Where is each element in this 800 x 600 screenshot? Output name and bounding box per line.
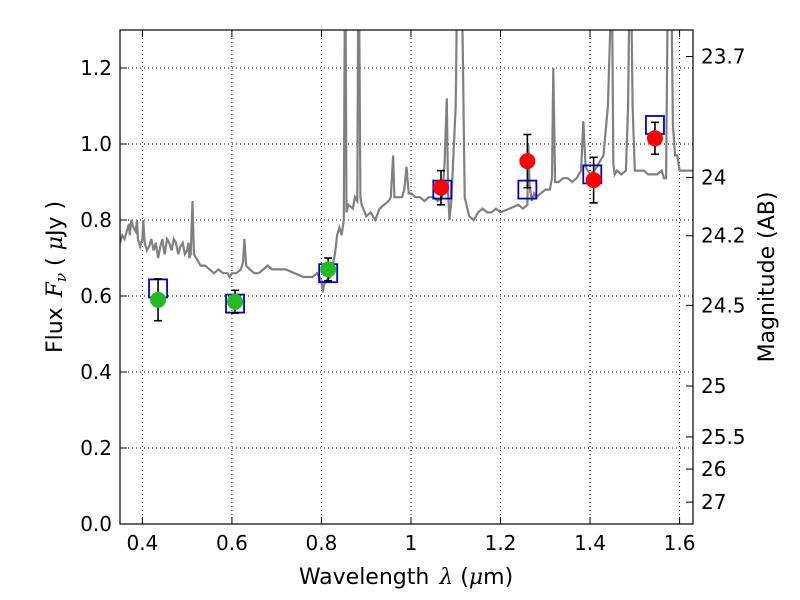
observed-photometry-point — [646, 130, 663, 147]
y-tick-label: 0.2 — [80, 436, 112, 460]
y2-tick-label: 24.2 — [701, 224, 746, 248]
y-axis-label: Flux Fν ( μJy ) — [43, 201, 70, 353]
y-tick-label: 0.4 — [80, 360, 112, 384]
observed-photometry-point — [432, 179, 449, 196]
plot-background — [120, 30, 693, 524]
y-axis-label-text: Flux — [43, 307, 68, 353]
x-axis-label: Wavelength λ (μm) — [299, 565, 513, 590]
plot-area — [120, 30, 693, 322]
observed-photometry-point — [227, 293, 244, 310]
y2-tick-label: 24.5 — [701, 293, 746, 317]
x-tick-label: 1.2 — [485, 531, 517, 555]
y-axis-label-unit-close: Jy ) — [43, 201, 68, 238]
x-axis-label-text: Wavelength — [299, 565, 430, 590]
x-axis-label-unit-mu: μ — [469, 565, 483, 590]
y2-axis-label: Magnitude (AB) — [755, 192, 780, 363]
y2-tick-label: 23.7 — [701, 45, 746, 69]
y-tick-label: 0.0 — [80, 512, 112, 536]
y2-tick-label: 24 — [701, 165, 726, 189]
x-tick-label: 1.4 — [574, 531, 606, 555]
x-axis-label-unit-open: ( — [453, 565, 469, 590]
y-axis: 0.0 0.2 0.4 0.6 0.8 1.0 1.2 — [80, 56, 127, 536]
y-tick-label: 1.2 — [80, 56, 112, 80]
markers — [148, 115, 665, 322]
y-axis-label-symbol: F — [43, 281, 68, 298]
observed-photometry-point — [519, 153, 536, 170]
x-axis: 0.4 0.6 0.8 1 1.2 1.4 1.6 — [126, 30, 695, 555]
model-sed-line — [120, 30, 693, 293]
y2-tick-label: 25.5 — [701, 425, 746, 449]
observed-photometry-point — [585, 172, 602, 189]
y2-tick-label: 26 — [701, 457, 726, 481]
y-tick-label: 1.0 — [80, 132, 112, 156]
x-axis-label-unit-close: m) — [483, 565, 513, 590]
observed-photometry-point — [150, 291, 167, 308]
x-tick-label: 1.6 — [664, 531, 696, 555]
y-axis-label-unit-mu: μ — [43, 236, 68, 250]
y-tick-label: 0.6 — [80, 284, 112, 308]
y2-tick-label: 25 — [701, 374, 726, 398]
y-tick-label: 0.8 — [80, 208, 112, 232]
observed-photometry-point — [320, 261, 337, 278]
y-axis-label-subscript: ν — [52, 273, 70, 282]
x-tick-label: 1 — [405, 531, 418, 555]
x-tick-label: 0.4 — [126, 531, 158, 555]
x-tick-label: 0.6 — [216, 531, 248, 555]
x-axis-label-symbol: λ — [438, 565, 453, 590]
y2-axis: 23.7 24 24.2 24.5 25 25.5 26 27 — [686, 45, 746, 514]
y2-tick-label: 27 — [701, 490, 726, 514]
x-tick-label: 0.8 — [306, 531, 338, 555]
plot-frame — [119, 29, 694, 525]
y-axis-label-unit-open: ( — [43, 250, 68, 273]
